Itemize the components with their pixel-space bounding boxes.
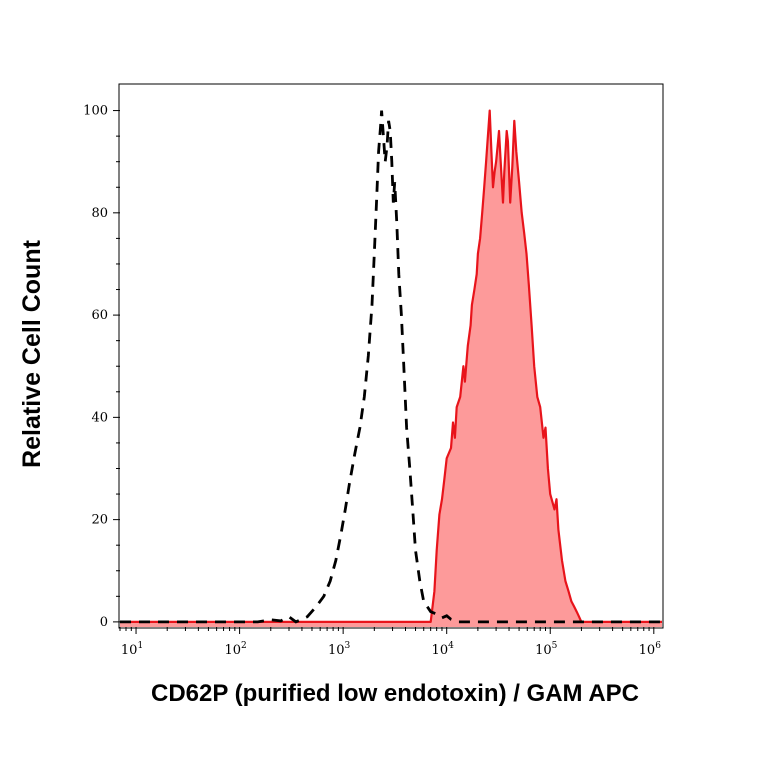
x-axis: 101 102 103 104 105 106 [119,627,662,658]
x-axis-title: CD62P (purified low endotoxin) / GAM APC [151,680,639,707]
y-axis-title: Relative Cell Count [18,239,46,467]
x-tick-label: 104 [432,641,455,658]
stained-histogram-fill [120,110,662,628]
control-histogram-line [120,110,662,624]
x-tick-label: 105 [535,641,558,658]
x-tick-label: 102 [224,641,246,658]
plot-frame [118,83,664,629]
y-tick-label: 60 [91,308,108,323]
series-layer [120,109,662,628]
y-axis: 0 20 40 60 80 100 [83,104,120,630]
y-tick-label: 0 [100,615,108,630]
x-tick-label: 103 [328,641,351,658]
x-tick-label: 106 [639,641,662,658]
y-tick-label: 40 [91,410,108,425]
x-tick-label: 101 [121,641,143,658]
stained-histogram-line [120,109,662,624]
y-tick-label: 20 [91,513,108,528]
y-tick-label: 80 [91,206,108,221]
y-tick-label: 100 [83,104,108,119]
